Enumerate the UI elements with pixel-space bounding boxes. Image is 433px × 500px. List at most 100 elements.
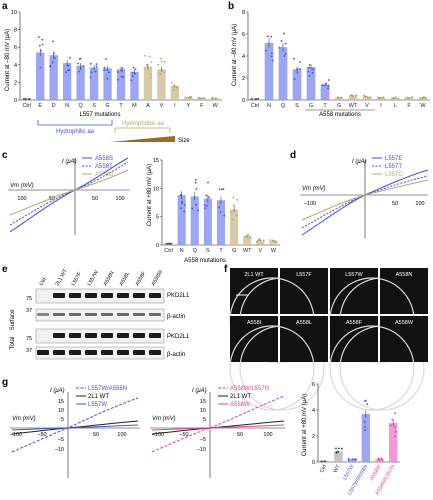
a-xtick-7: T bbox=[119, 103, 123, 109]
c-dot-3-4 bbox=[206, 204, 209, 207]
c-xtick-6: WT bbox=[243, 248, 252, 254]
a-dot-1-2 bbox=[39, 49, 42, 52]
band-surface-pkd2l1-7 bbox=[149, 293, 161, 298]
b-xtick-1: N bbox=[267, 103, 271, 109]
b-bar-3 bbox=[292, 69, 302, 100]
a-xtick-11: I bbox=[174, 103, 176, 109]
b-xtick-4: G bbox=[309, 103, 313, 109]
lane-label-7: A558W bbox=[151, 269, 165, 287]
b-dot-1-5 bbox=[266, 35, 269, 38]
d-iv-ylabel: I (μA) bbox=[352, 159, 367, 165]
band-total-pkd2l1-1 bbox=[53, 333, 65, 338]
g-left-ytick-2: 10 bbox=[58, 408, 64, 414]
g-dot-4-4 bbox=[381, 459, 383, 461]
band-surface-pkd2l1-6 bbox=[133, 293, 145, 298]
c-bar-3 bbox=[203, 198, 212, 245]
band-surface-actin-0 bbox=[37, 313, 49, 316]
a-ytick-4: 8 bbox=[14, 28, 17, 34]
b-dot-0-5 bbox=[250, 98, 253, 100]
g-mid-legend-3: A558W bbox=[230, 402, 250, 408]
b-dot-3-3 bbox=[299, 61, 302, 64]
b-bar-5 bbox=[320, 84, 330, 100]
c-xtick-1: N bbox=[180, 248, 184, 254]
micrograph-label-2: L557W bbox=[345, 272, 363, 278]
micrograph-tile-5 bbox=[280, 316, 328, 362]
c-bar-7 bbox=[256, 240, 265, 245]
c-iv-tick-1: 100 bbox=[17, 196, 26, 202]
a-xtick-3: N bbox=[65, 103, 69, 109]
a-xtick-13: F bbox=[200, 103, 204, 109]
size-label: Size bbox=[178, 138, 190, 144]
c-dot-3-3 bbox=[207, 181, 209, 184]
panel-e-marker-2: 37 bbox=[26, 308, 32, 314]
c-dot-5-0 bbox=[231, 218, 234, 221]
a-dot-6-4 bbox=[103, 66, 106, 69]
a-dot-9-1 bbox=[150, 76, 152, 79]
g-dot-5-1 bbox=[389, 424, 392, 427]
band-total-actin-0 bbox=[37, 350, 49, 355]
a-dot-7-4 bbox=[121, 69, 124, 72]
b-dot-11-0 bbox=[404, 97, 407, 100]
band-total-actin-6 bbox=[133, 350, 145, 355]
c-bar-4 bbox=[216, 200, 226, 245]
b-ytick-2: 4 bbox=[242, 54, 245, 60]
b-dot-2-0 bbox=[284, 42, 287, 45]
a-dot-13-4 bbox=[198, 97, 201, 100]
panel-b-ylabel: Current at –80 mV (μA) bbox=[232, 24, 238, 86]
blot-label-1: PKD2L1 bbox=[167, 293, 190, 299]
a-dot-2-4 bbox=[52, 40, 54, 43]
a-bar-10 bbox=[157, 69, 166, 100]
panel-c: c I (μA) Vm (mV) 100 50 50 100 A558S A55… bbox=[2, 150, 280, 264]
b-dot-10-5 bbox=[394, 96, 397, 99]
a-bar-1 bbox=[36, 52, 45, 100]
g-dot-3-5 bbox=[364, 426, 367, 428]
b-bar-7 bbox=[348, 95, 358, 100]
c-dot-1-5 bbox=[181, 200, 184, 203]
lane-label-3: L557W bbox=[87, 270, 100, 287]
b-dot-10-4 bbox=[397, 97, 400, 100]
a-dot-3-5 bbox=[68, 69, 71, 71]
c-iv-ylabel: I (μA) bbox=[62, 159, 77, 165]
band-total-actin-2 bbox=[69, 350, 81, 355]
a-dot-2-5 bbox=[49, 65, 52, 68]
d-legend-1: L557E bbox=[385, 156, 402, 162]
g-dot-1-4 bbox=[337, 450, 340, 453]
b-xtick-11: F bbox=[407, 103, 411, 109]
micrograph-membrane-7 bbox=[329, 325, 415, 411]
panel-e-marker-3: 75 bbox=[26, 336, 32, 342]
a-xtick-6: G bbox=[105, 103, 109, 109]
g-dot-1-3 bbox=[335, 451, 338, 454]
a-xtick-8: M bbox=[132, 103, 137, 109]
b-xtick-12: W bbox=[420, 103, 426, 109]
g-mid-xtick-2: –50 bbox=[179, 432, 188, 438]
a-ytick-3: 6 bbox=[14, 45, 17, 51]
d-iv-xlabel: Vm (mV) bbox=[302, 186, 326, 192]
band-total-actin-4 bbox=[101, 350, 113, 355]
a-dot-11-4 bbox=[173, 88, 175, 91]
g-mid-xlabel: Vm (mV) bbox=[152, 416, 176, 422]
b-dot-9-0 bbox=[382, 96, 385, 99]
b-dot-4-3 bbox=[308, 66, 310, 69]
a-dot-5-2 bbox=[90, 71, 93, 74]
band-surface-actin-4 bbox=[101, 313, 113, 316]
a-dot-14-5 bbox=[211, 97, 214, 99]
b-bar-9 bbox=[376, 97, 386, 100]
b-dot-6-5 bbox=[340, 96, 342, 99]
b-bar-6 bbox=[334, 97, 344, 100]
c-dot-2-0 bbox=[195, 179, 197, 181]
a-bar-6 bbox=[103, 68, 112, 100]
g-xtick-0: Ctrl bbox=[319, 464, 328, 474]
band-surface-actin-7 bbox=[149, 313, 161, 316]
panel-g-bar-ylabel: Current at +80 mV (μA) bbox=[302, 394, 308, 456]
micrograph-tile-2 bbox=[330, 268, 378, 314]
c-dot-4-0 bbox=[219, 211, 222, 213]
a-dot-4-1 bbox=[78, 70, 80, 73]
b-dot-4-5 bbox=[312, 68, 315, 71]
d-iv-tick-1: –100 bbox=[304, 201, 316, 207]
blot-total-pkd2l1 bbox=[35, 328, 165, 344]
b-dot-0-0 bbox=[257, 97, 260, 100]
a-dot-11-0 bbox=[170, 81, 173, 84]
c-legend-1: A558S bbox=[95, 156, 113, 162]
